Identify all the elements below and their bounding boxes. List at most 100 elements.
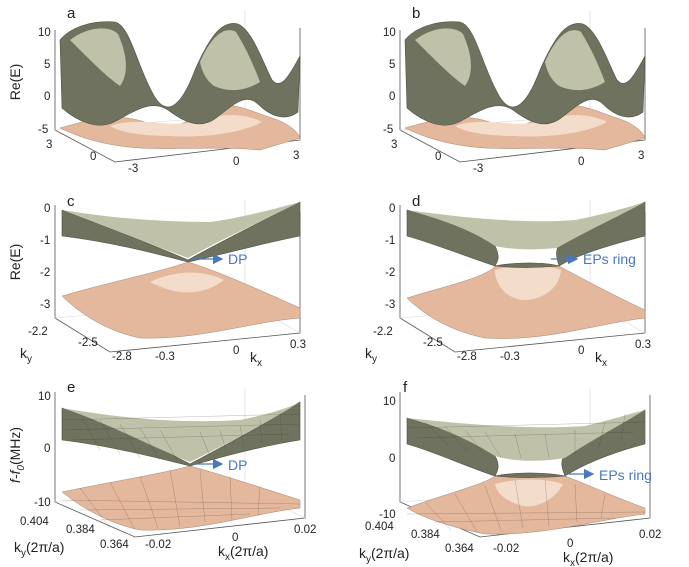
z-tick: -1 bbox=[40, 235, 50, 247]
ky-tick: 0.384 bbox=[66, 524, 95, 536]
ep-ring-annotation: EPs ring bbox=[583, 251, 636, 267]
z-tick: 10 bbox=[383, 27, 396, 39]
panel-label: e bbox=[67, 379, 75, 396]
panel-a: a Re(E) 10 5 0 -5 3 0 -3 -3 0 3 bbox=[7, 5, 301, 175]
lower-mesh bbox=[61, 469, 301, 531]
ky-tick: -2.5 bbox=[78, 337, 98, 349]
z-tick: -10 bbox=[34, 497, 51, 509]
upper-band-highlight bbox=[407, 202, 645, 250]
axis-frame bbox=[54, 205, 301, 353]
lower-band-surface bbox=[61, 261, 301, 339]
panel-label: f bbox=[403, 379, 408, 396]
ky-tick: 0.364 bbox=[100, 539, 129, 551]
upper-mesh bbox=[406, 413, 646, 459]
panel-f: f 10 0 -10 0.404 0.384 0.364 -0.02 0 0.0… bbox=[359, 379, 661, 567]
ky-tick: -2.8 bbox=[457, 351, 477, 363]
z-tick: 10 bbox=[38, 391, 51, 403]
z-tick: -2 bbox=[40, 267, 50, 279]
upper-band-highlight bbox=[407, 410, 645, 461]
z-tick: -1 bbox=[385, 235, 395, 247]
ky-tick: -2.2 bbox=[373, 326, 393, 338]
ep-ring-annotation: EPs ring bbox=[599, 467, 652, 483]
z-tick: -10 bbox=[379, 509, 396, 521]
z-tick: -3 bbox=[40, 299, 50, 311]
axis-frame bbox=[54, 392, 306, 538]
kx-tick: 0 bbox=[567, 538, 573, 550]
ky-tick: -2.8 bbox=[112, 351, 132, 363]
panel-d: d 0 -1 -2 -3 -2.2 -2.5 -2.8 -0.3 0 0.3 k… bbox=[365, 193, 651, 369]
kx-tick: -0.02 bbox=[145, 539, 171, 551]
upper-band-highlight bbox=[62, 202, 300, 258]
kx-tick: 0.02 bbox=[639, 529, 661, 541]
ky-axis-label: ky(2π/a) bbox=[14, 539, 64, 559]
axis-frame bbox=[399, 28, 646, 163]
lower-band-highlight bbox=[495, 265, 561, 300]
z-tick: 5 bbox=[44, 59, 50, 71]
kx-axis-label: kx bbox=[595, 349, 607, 369]
kx-axis-label: kx(2π/a) bbox=[218, 543, 268, 563]
kx-tick: -0.02 bbox=[493, 543, 519, 555]
z-tick: -3 bbox=[385, 299, 395, 311]
panel-label: d bbox=[412, 193, 420, 210]
panel-e: e f-f0(MHz) 10 0 -10 0.404 0.384 0.364 -… bbox=[7, 379, 316, 563]
axis-frame bbox=[399, 392, 651, 538]
dp-annotation: DP bbox=[228, 251, 247, 267]
kx-axis-label: kx bbox=[250, 349, 262, 369]
kx-tick: 0.02 bbox=[294, 524, 316, 536]
kx-tick: 0.3 bbox=[635, 339, 651, 351]
z-tick: 0 bbox=[389, 91, 395, 103]
kx-tick: 0 bbox=[578, 156, 584, 168]
z-tick: 10 bbox=[383, 396, 396, 408]
lower-band-highlight bbox=[455, 115, 607, 137]
panel-b: b 10 5 0 -5 3 0 -3 0 3 bbox=[383, 5, 646, 175]
z-tick: 10 bbox=[38, 27, 51, 39]
z-tick: 0 bbox=[44, 203, 50, 215]
ky-tick: 3 bbox=[391, 139, 397, 151]
lower-band-surface bbox=[61, 465, 301, 531]
ky-tick: 3 bbox=[46, 139, 52, 151]
ky-tick: -2.5 bbox=[423, 337, 443, 349]
ky-axis-label: ky bbox=[365, 345, 377, 365]
z-tick: 0 bbox=[44, 443, 50, 455]
upper-band-highlight bbox=[415, 28, 471, 86]
ky-tick: -3 bbox=[473, 163, 483, 175]
panel-c: c Re(E) 0 -1 -2 -3 -2.2 -2.5 -2.8 -0.3 0… bbox=[7, 193, 306, 369]
lower-mesh bbox=[406, 479, 646, 533]
upper-band-highlight bbox=[62, 402, 300, 462]
z-tick: -5 bbox=[383, 124, 393, 136]
upper-band-highlight bbox=[200, 30, 260, 91]
z-tick: -5 bbox=[38, 124, 48, 136]
kx-tick: 0 bbox=[578, 345, 584, 357]
y-axis-label: Re(E) bbox=[7, 244, 23, 281]
ky-axis-label: ky(2π/a) bbox=[359, 545, 409, 565]
z-tick: 0 bbox=[389, 453, 395, 465]
upper-band-highlight bbox=[70, 28, 126, 86]
axis-frame bbox=[399, 205, 646, 353]
kx-tick: 3 bbox=[293, 150, 299, 162]
z-tick: 5 bbox=[389, 59, 395, 71]
upper-band-highlight bbox=[545, 30, 605, 91]
y-axis-label: Re(E) bbox=[7, 64, 23, 101]
ky-tick: 0.364 bbox=[445, 543, 474, 555]
kx-tick: 0 bbox=[233, 156, 239, 168]
kx-tick: 3 bbox=[638, 150, 644, 162]
ky-tick: 0.384 bbox=[411, 529, 440, 541]
ky-tick: -3 bbox=[128, 163, 138, 175]
kx-tick: -0.3 bbox=[500, 351, 520, 363]
lower-band-highlight bbox=[110, 115, 262, 137]
kx-tick: 0.3 bbox=[290, 339, 306, 351]
kx-axis-label: kx(2π/a) bbox=[563, 549, 613, 567]
kx-tick: -0.3 bbox=[155, 351, 175, 363]
panel-label: c bbox=[67, 193, 75, 210]
ky-tick: 0.404 bbox=[365, 521, 394, 533]
ky-tick: 0.404 bbox=[20, 516, 49, 528]
kx-tick: 0 bbox=[232, 532, 238, 544]
panel-label: a bbox=[67, 5, 76, 22]
kx-tick: 0 bbox=[233, 345, 239, 357]
z-tick: 0 bbox=[44, 91, 50, 103]
upper-mesh bbox=[61, 411, 301, 463]
ky-tick: -2.2 bbox=[28, 326, 48, 338]
panel-label: b bbox=[412, 5, 420, 22]
ky-tick: 0 bbox=[435, 151, 441, 163]
